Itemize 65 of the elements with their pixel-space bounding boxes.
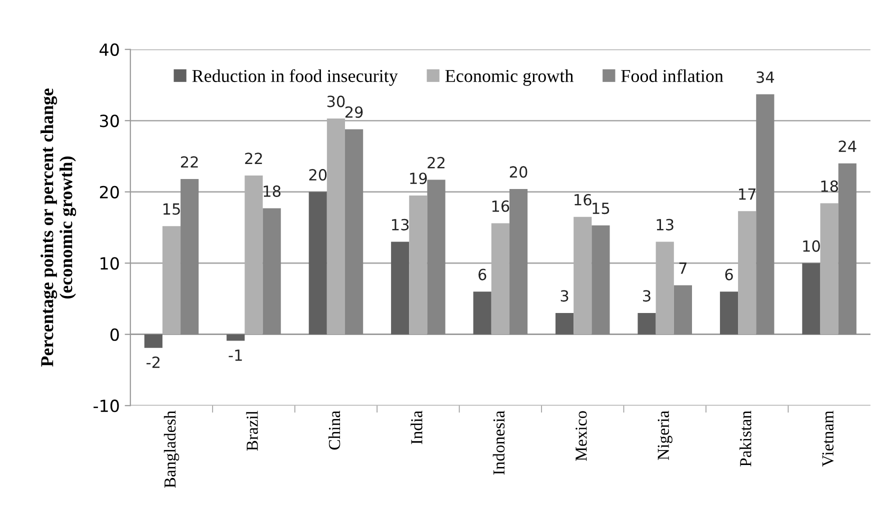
y-tick-label: 20 bbox=[100, 186, 119, 198]
data-label: 30 bbox=[327, 96, 345, 108]
data-label: 3 bbox=[643, 290, 650, 302]
bar bbox=[720, 292, 738, 334]
data-label: 15 bbox=[592, 202, 610, 214]
bar bbox=[509, 189, 528, 334]
y-tick-label: 10 bbox=[100, 257, 119, 270]
y-tick-label: -10 bbox=[94, 400, 119, 412]
bar bbox=[180, 179, 199, 334]
data-label: 16 bbox=[492, 200, 510, 212]
data-label: 22 bbox=[428, 156, 444, 168]
x-tick-label: Mexico bbox=[576, 411, 587, 461]
y-tick-label: 40 bbox=[100, 43, 119, 56]
bar bbox=[592, 225, 610, 334]
bar bbox=[226, 334, 245, 341]
data-label: 7 bbox=[679, 262, 687, 274]
x-tick-label: China bbox=[328, 410, 340, 450]
x-tick-label: Brazil bbox=[246, 410, 258, 451]
bar bbox=[556, 312, 574, 334]
bar bbox=[473, 292, 492, 334]
bar bbox=[308, 192, 327, 334]
data-label: 22 bbox=[180, 156, 198, 168]
data-label: 19 bbox=[410, 172, 427, 184]
data-label: 13 bbox=[392, 218, 409, 230]
x-tick-label: Pakistan bbox=[740, 410, 752, 466]
data-label: 20 bbox=[309, 169, 327, 181]
bar bbox=[756, 94, 774, 334]
bar bbox=[638, 312, 656, 334]
data-label: 13 bbox=[656, 218, 674, 230]
data-label: 24 bbox=[838, 140, 856, 152]
legend-label: Economic growth bbox=[445, 69, 574, 86]
data-label: -1 bbox=[228, 350, 242, 361]
bar bbox=[427, 180, 446, 334]
bar bbox=[802, 263, 820, 334]
legend-label: Food inflation bbox=[621, 69, 724, 82]
x-tick-label: India bbox=[410, 410, 422, 444]
y-tick-label: 0 bbox=[110, 328, 119, 341]
data-label: 16 bbox=[574, 194, 592, 206]
y-axis-title: Percentage points or percent change (economic growth) bbox=[40, 88, 76, 367]
x-tick-label: Nigeria bbox=[658, 410, 672, 460]
data-label: 6 bbox=[725, 268, 733, 280]
data-label: 15 bbox=[163, 203, 180, 215]
bar bbox=[345, 129, 364, 334]
legend-label: Reduction in food insecurity bbox=[192, 69, 398, 86]
data-label: 6 bbox=[478, 268, 486, 280]
data-label: 10 bbox=[803, 240, 820, 252]
data-label: 18 bbox=[264, 185, 280, 197]
data-label: 18 bbox=[821, 180, 838, 192]
data-label: 17 bbox=[739, 188, 756, 200]
bar bbox=[674, 285, 692, 334]
data-label: -2 bbox=[146, 356, 160, 368]
data-label: 29 bbox=[345, 106, 363, 118]
data-label: 20 bbox=[510, 166, 528, 178]
data-label: 34 bbox=[756, 71, 774, 83]
bar bbox=[838, 163, 856, 334]
y-tick-label: 30 bbox=[100, 114, 119, 128]
data-label: 3 bbox=[560, 290, 568, 302]
x-tick-label: Vietnam bbox=[822, 410, 834, 467]
bar bbox=[391, 242, 410, 334]
bar bbox=[262, 208, 281, 334]
data-label: 22 bbox=[245, 152, 262, 164]
x-tick-label: Indonesia bbox=[492, 410, 505, 475]
bar bbox=[144, 334, 162, 348]
bar bbox=[409, 195, 428, 334]
x-tick-label: Bangladesh bbox=[164, 410, 180, 488]
